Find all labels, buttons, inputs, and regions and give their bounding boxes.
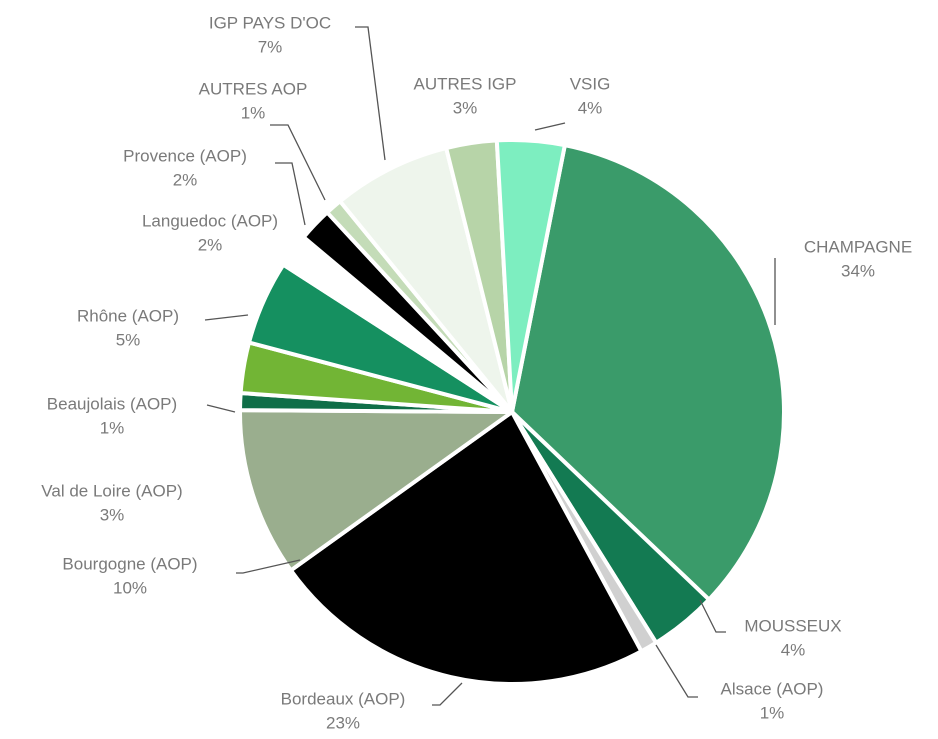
slice-label: AUTRES IGP xyxy=(414,74,517,93)
value-label: 3% xyxy=(100,505,125,524)
value-label: 3% xyxy=(453,98,478,117)
slice-label: Languedoc (AOP) xyxy=(142,211,278,230)
pie-slice xyxy=(288,410,644,686)
value-label: 4% xyxy=(578,98,603,117)
leader-line xyxy=(534,122,566,131)
pie-slice xyxy=(510,143,786,602)
slice-label: CHAMPAGNE xyxy=(804,237,912,256)
leader-line xyxy=(275,162,306,226)
leader-line xyxy=(355,26,386,161)
slice-label: Bordeaux (AOP) xyxy=(281,689,406,708)
slice-label: VSIG xyxy=(570,74,611,93)
slice-label: Bourgogne (AOP) xyxy=(62,554,197,573)
value-label: 1% xyxy=(100,418,125,437)
slice-label: AUTRES AOP xyxy=(199,79,308,98)
value-label: 34% xyxy=(841,261,875,280)
leader-line xyxy=(204,314,249,321)
leader-line xyxy=(206,404,236,413)
pie-slice xyxy=(338,146,514,414)
leader-line xyxy=(236,559,301,574)
pie-slice xyxy=(238,408,514,573)
slice-label: Val de Loire (AOP) xyxy=(41,481,182,500)
slice-label: Alsace (AOP) xyxy=(721,679,824,698)
leader-line xyxy=(270,124,326,201)
slice-label: IGP PAYS D'OC xyxy=(209,13,331,32)
value-label: 7% xyxy=(258,37,283,56)
value-label: 5% xyxy=(116,330,141,349)
value-label: 1% xyxy=(241,103,266,122)
leader-line xyxy=(432,682,463,706)
value-label: 4% xyxy=(781,640,806,659)
slice-label: MOUSSEUX xyxy=(744,616,841,635)
pie-slice xyxy=(494,138,567,414)
slice-label: Beaujolais (AOP) xyxy=(47,394,177,413)
slice-label: Rhône (AOP) xyxy=(77,306,179,325)
slice-label: Provence (AOP) xyxy=(123,146,247,165)
leader-line xyxy=(655,644,698,698)
value-label: 23% xyxy=(326,713,360,732)
value-label: 2% xyxy=(198,235,223,254)
leader-line xyxy=(699,599,726,633)
value-label: 2% xyxy=(173,170,198,189)
value-label: 1% xyxy=(760,703,785,722)
value-label: 10% xyxy=(113,578,147,597)
